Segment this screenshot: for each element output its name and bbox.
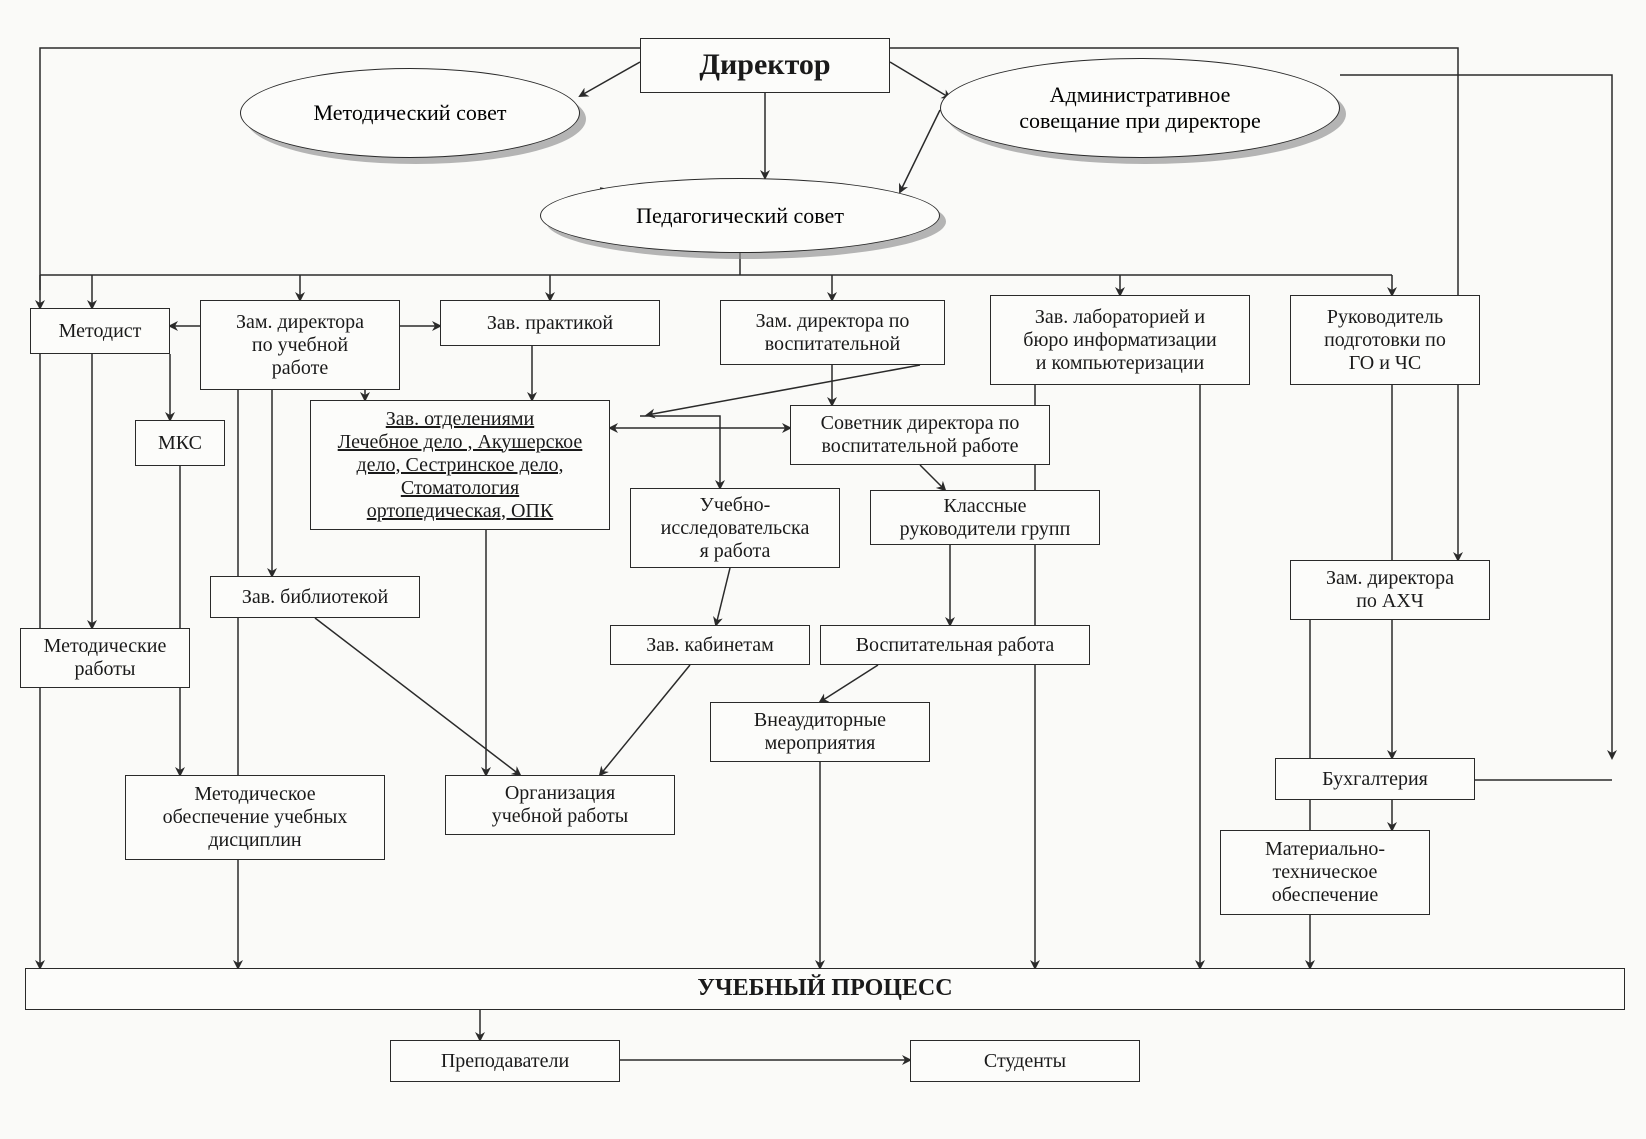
node-label: Зам. директорапо АХЧ [1326,567,1454,613]
node-label: МКС [158,432,202,455]
node-label: Учебно-исследовательска я работа [661,494,810,563]
node-mks: МКС [135,420,225,466]
node-methodist: Методист [30,308,170,354]
node-label: Зам. директорапо учебнойработе [236,311,364,380]
node-zav_practice: Зав. практикой [440,300,660,346]
node-admin_meeting: Административноесовещание при директоре [940,58,1340,158]
node-label: Зав. кабинетам [646,634,774,657]
org-chart: Директор Методический совет Административн… [0,0,1646,1139]
node-label: Студенты [984,1050,1066,1073]
node-zam_ahch: Зам. директорапо АХЧ [1290,560,1490,620]
node-uir: Учебно-исследовательска я работа [630,488,840,568]
node-zav_otd: Зав. отделениямиЛечебное дело , Акушерск… [310,400,610,530]
node-zav_lab: Зав. лабораторией ибюро информатизациии … [990,295,1250,385]
edge [640,416,720,488]
node-label: Методический совет [314,100,507,126]
node-method_council: Методический совет [240,68,580,158]
node-label: Зав. практикой [487,312,613,335]
node-label: Материально-техническоеобеспечение [1265,838,1385,907]
node-org_uch: Организацияучебной работы [445,775,675,835]
node-label: Методическоеобеспечение учебныхдисциплин [163,783,348,852]
node-label: Советник директора повоспитательной рабо… [821,412,1020,458]
node-buh: Бухгалтерия [1275,758,1475,800]
node-label: Руководительподготовки поГО и ЧС [1324,306,1446,375]
node-label: Административноесовещание при директоре [1019,82,1261,134]
edge [920,465,945,490]
node-vosp_work: Воспитательная работа [820,625,1090,665]
node-label: Зав. библиотекой [242,586,388,609]
node-label: Зав. отделениямиЛечебное дело , Акушерск… [338,408,583,523]
node-label: УЧЕБНЫЙ ПРОЦЕСС [697,975,952,1003]
node-vneaud: Внеаудиторныемероприятия [710,702,930,762]
node-label: Воспитательная работа [856,634,1055,657]
node-sovetnik: Советник директора повоспитательной рабо… [790,405,1050,465]
node-klass_ruk: Классныеруководители групп [870,490,1100,545]
node-prepod: Преподаватели [390,1040,620,1082]
node-ped_council: Педагогический совет [540,178,940,253]
node-method_obes: Методическоеобеспечение учебныхдисциплин [125,775,385,860]
node-zav_bibl: Зав. библиотекой [210,576,420,618]
edge [820,665,878,702]
node-students: Студенты [910,1040,1140,1082]
edge [1340,75,1612,758]
node-label: Классныеруководители групп [900,495,1071,541]
node-label: Педагогический совет [636,203,844,229]
node-label: Бухгалтерия [1322,768,1428,791]
node-zav_kab: Зав. кабинетам [610,625,810,665]
node-label: Методическиеработы [44,635,167,681]
node-director: Директор [640,38,890,93]
edge [600,665,690,775]
node-go_chs: Руководительподготовки поГО и ЧС [1290,295,1480,385]
node-mto: Материально-техническоеобеспечение [1220,830,1430,915]
edge [716,568,730,625]
node-label: Внеаудиторныемероприятия [754,709,886,755]
node-label: Методист [59,320,142,343]
node-label: Директор [699,48,830,83]
node-zam_vosp: Зам. директора повоспитательной [720,300,945,365]
node-method_work: Методическиеработы [20,628,190,688]
node-zam_uch: Зам. директорапо учебнойработе [200,300,400,390]
node-label: Зам. директора повоспитательной [756,310,910,356]
node-uch_process: УЧЕБНЫЙ ПРОЦЕСС [25,968,1625,1010]
edge [580,62,640,96]
node-label: Преподаватели [441,1050,569,1073]
node-label: Организацияучебной работы [492,782,628,828]
edge [315,618,520,775]
node-label: Зав. лабораторией ибюро информатизациии … [1023,306,1216,375]
